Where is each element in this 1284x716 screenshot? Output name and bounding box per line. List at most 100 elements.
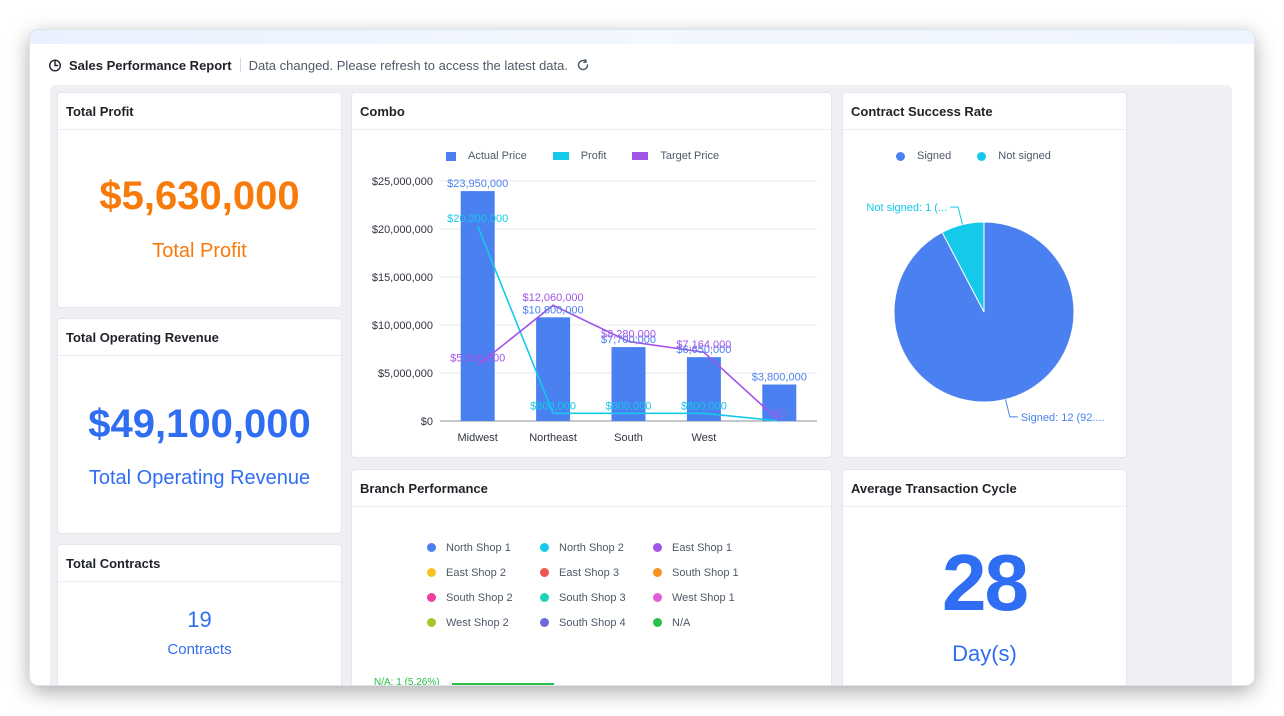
legend-dot: [540, 618, 549, 627]
data-label: $0: [773, 408, 785, 420]
contract-success-card[interactable]: Contract Success Rate Signed Not signed …: [842, 92, 1127, 458]
card-title: Total Contracts: [58, 545, 341, 582]
branch-legend-item[interactable]: South Shop 4: [540, 617, 653, 629]
branch-legend-row: West Shop 2 South Shop 4 N/A: [427, 610, 787, 635]
branch-performance-card[interactable]: Branch Performance North Shop 1 North Sho…: [351, 469, 832, 685]
legend-label: N/A: [672, 616, 691, 629]
branch-legend-row: East Shop 2 East Shop 3 South Shop 1: [427, 560, 787, 585]
branch-legend-item[interactable]: North Shop 1: [427, 542, 540, 554]
branch-legend-item[interactable]: N/A: [653, 617, 766, 629]
total-profit-value: $5,630,000: [99, 174, 300, 218]
legend-item-profit[interactable]: Profit: [552, 150, 607, 162]
legend-dot: [427, 618, 436, 627]
legend-label: Actual Price: [468, 150, 527, 162]
legend-item-not-signed[interactable]: Not signed: [977, 150, 1051, 162]
bar-actual-price[interactable]: [762, 384, 797, 421]
data-label: $10,800,000: [523, 304, 584, 316]
card-title: Contract Success Rate: [843, 93, 1126, 130]
branch-bar-label: N/A: 1 (5.26%): [374, 677, 440, 685]
legend-item-actual-price[interactable]: Actual Price: [446, 150, 527, 162]
card-title: Average Transaction Cycle: [843, 470, 1126, 507]
window-top-strip: [30, 30, 1254, 44]
data-label: $6,650,000: [676, 344, 731, 356]
total-profit-label: Total Profit: [152, 240, 247, 262]
legend-dot: [653, 618, 662, 627]
pie-leader-line: [1005, 399, 1018, 418]
refresh-notice: Data changed. Please refresh to access t…: [248, 57, 568, 73]
legend-item-signed[interactable]: Signed: [896, 150, 951, 162]
legend-swatch: [632, 152, 649, 160]
branch-legend-item[interactable]: South Shop 1: [653, 567, 766, 579]
total-profit-card[interactable]: Total Profit $5,630,000 Total Profit: [57, 92, 342, 308]
pie-chart: Signed: 12 (92.... Not signed: 1 (...: [866, 202, 1104, 424]
pie-slice-not-signed[interactable]: [941, 221, 985, 313]
card-title: Total Operating Revenue: [58, 319, 341, 356]
data-label: $0: [773, 408, 785, 420]
branch-legend-item[interactable]: East Shop 1: [653, 542, 766, 554]
legend-item-target-price[interactable]: Target Price: [632, 150, 719, 162]
legend-label: Not signed: [998, 150, 1051, 162]
data-label: $800,000: [681, 400, 727, 412]
branch-legend-item[interactable]: West Shop 2: [427, 617, 540, 629]
x-tick-label: South: [614, 432, 643, 444]
x-tick-label: Midwest: [458, 432, 498, 444]
bar-actual-price[interactable]: [686, 357, 721, 421]
total-contracts-card[interactable]: Total Contracts 19 Contracts: [57, 544, 342, 685]
combo-legend: Actual Price Profit Target Price: [446, 150, 745, 162]
legend-label: Profit: [580, 150, 607, 162]
legend-swatch: [552, 152, 569, 160]
legend-label: North Shop 2: [559, 541, 624, 554]
y-tick-label: $20,000,000: [372, 224, 433, 236]
legend-dot: [653, 568, 662, 577]
total-revenue-card[interactable]: Total Operating Revenue $49,100,000 Tota…: [57, 318, 342, 534]
avg-transaction-cycle-card[interactable]: Average Transaction Cycle 28 Day(s): [842, 469, 1127, 685]
bar-actual-price[interactable]: [611, 347, 646, 421]
pie-leader-line: [950, 206, 963, 225]
y-tick-label: $25,000,000: [372, 176, 433, 188]
data-label: $5,800,000: [450, 352, 505, 364]
refresh-icon[interactable]: [576, 58, 590, 72]
branch-legend-item[interactable]: North Shop 2: [540, 542, 653, 554]
total-contracts-label: Contracts: [167, 641, 232, 658]
legend-label: West Shop 2: [446, 616, 509, 629]
data-label: $7,700,000: [601, 334, 656, 346]
total-contracts-value: 19: [187, 607, 212, 632]
branch-legend-item[interactable]: East Shop 2: [427, 567, 540, 579]
branch-legend-item[interactable]: South Shop 2: [427, 592, 540, 604]
card-title: Total Profit: [58, 93, 341, 130]
branch-legend-row: North Shop 1 North Shop 2 East Shop 1: [427, 535, 787, 560]
legend-swatch: [446, 151, 456, 161]
branch-legend: North Shop 1 North Shop 2 East Shop 1 East …: [427, 535, 787, 635]
branch-legend-item[interactable]: East Shop 3: [540, 567, 653, 579]
legend-label: South Shop 4: [559, 616, 626, 629]
legend-label: South Shop 1: [672, 566, 739, 579]
branch-legend-item[interactable]: South Shop 3: [540, 592, 653, 604]
combo-chart-card[interactable]: Combo Actual Price Profit Target Price $…: [351, 92, 832, 458]
pie-label: Not signed: 1 (...: [866, 202, 947, 214]
avg-cycle-value: 28: [942, 538, 1029, 627]
legend-label: West Shop 1: [672, 591, 735, 604]
line-profit[interactable]: [476, 225, 780, 422]
legend-label: South Shop 3: [559, 591, 626, 604]
x-tick-label: Northeast: [529, 432, 577, 444]
legend-dot: [427, 568, 436, 577]
legend-dot: [896, 151, 905, 161]
legend-dot: [427, 593, 436, 602]
total-revenue-label: Total Operating Revenue: [88, 467, 311, 489]
legend-label: Target Price: [660, 150, 720, 162]
data-label: $23,950,000: [447, 178, 508, 190]
legend-dot: [653, 543, 662, 552]
pie-legend: Signed Not signed: [896, 150, 1077, 162]
legend-dot: [653, 593, 662, 602]
legend-label: East Shop 3: [559, 566, 619, 579]
branch-bar-na[interactable]: [452, 683, 554, 685]
bar-actual-price[interactable]: [460, 191, 495, 421]
card-title: Combo: [352, 93, 831, 130]
y-tick-label: $15,000,000: [372, 272, 433, 284]
branch-legend-item[interactable]: West Shop 1: [653, 592, 766, 604]
legend-dot: [540, 593, 549, 602]
card-title: Branch Performance: [352, 470, 831, 507]
bar-actual-price[interactable]: [536, 317, 571, 421]
line-target-price[interactable]: [477, 304, 780, 422]
legend-label: North Shop 1: [446, 541, 511, 554]
